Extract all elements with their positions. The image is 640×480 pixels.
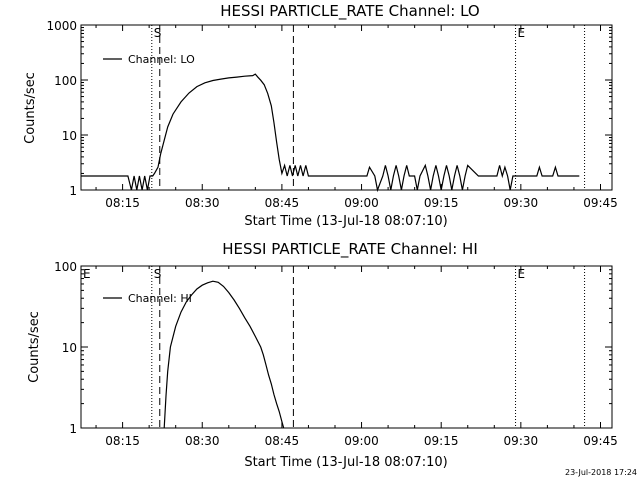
x-tick-label: 08:45 (265, 434, 300, 448)
x-tick-label: 08:30 (185, 196, 220, 210)
y-axis-label: Counts/sec (23, 72, 38, 144)
x-tick-label: 09:00 (344, 196, 379, 210)
series-line (81, 73, 580, 193)
x-tick-label: 09:15 (424, 434, 459, 448)
legend-label: Channel: HI (128, 292, 192, 305)
y-tick-label: 10 (62, 129, 77, 143)
y-tick-label: 10 (62, 341, 77, 355)
x-tick-label: 08:30 (185, 434, 220, 448)
chart-panel-lo: HESSI PARTICLE_RATE Channel: LO Start Ti… (23, 2, 618, 229)
event-marker-label: S (154, 267, 162, 281)
chart-title: HESSI PARTICLE_RATE Channel: HI (222, 240, 478, 259)
footer-timestamp: 23-Jul-2018 17:24 (565, 468, 637, 477)
y-axis-label: Counts/sec (27, 311, 42, 383)
x-axis-label: Start Time (13-Jul-18 08:07:10) (244, 214, 447, 229)
x-axis-label: Start Time (13-Jul-18 08:07:10) (244, 455, 447, 470)
y-tick-label: 1000 (46, 19, 77, 33)
x-tick-label: 09:00 (344, 434, 379, 448)
event-marker-label: E (83, 267, 91, 281)
x-tick-label: 09:45 (583, 196, 618, 210)
x-tick-label: 09:15 (424, 196, 459, 210)
y-tick-label: 1 (69, 184, 77, 198)
x-tick-label: 09:30 (504, 434, 539, 448)
y-tick-label: 1 (69, 422, 77, 436)
x-tick-label: 09:30 (504, 196, 539, 210)
event-marker-label: E (518, 26, 526, 40)
y-tick-label: 100 (54, 260, 77, 274)
series-line (163, 280, 285, 429)
legend-label: Channel: LO (128, 53, 195, 66)
x-tick-label: 08:45 (265, 196, 300, 210)
chart-panel-hi: HESSI PARTICLE_RATE Channel: HI Start Ti… (27, 240, 618, 470)
event-marker-label: E (518, 267, 526, 281)
x-tick-label: 08:15 (105, 196, 140, 210)
plot-frame (80, 265, 613, 429)
x-tick-label: 09:45 (583, 434, 618, 448)
x-tick-label: 08:15 (105, 434, 140, 448)
plot-frame (80, 24, 613, 191)
y-tick-label: 100 (54, 74, 77, 88)
event-marker-label: S (154, 26, 162, 40)
chart-title: HESSI PARTICLE_RATE Channel: LO (220, 2, 479, 21)
